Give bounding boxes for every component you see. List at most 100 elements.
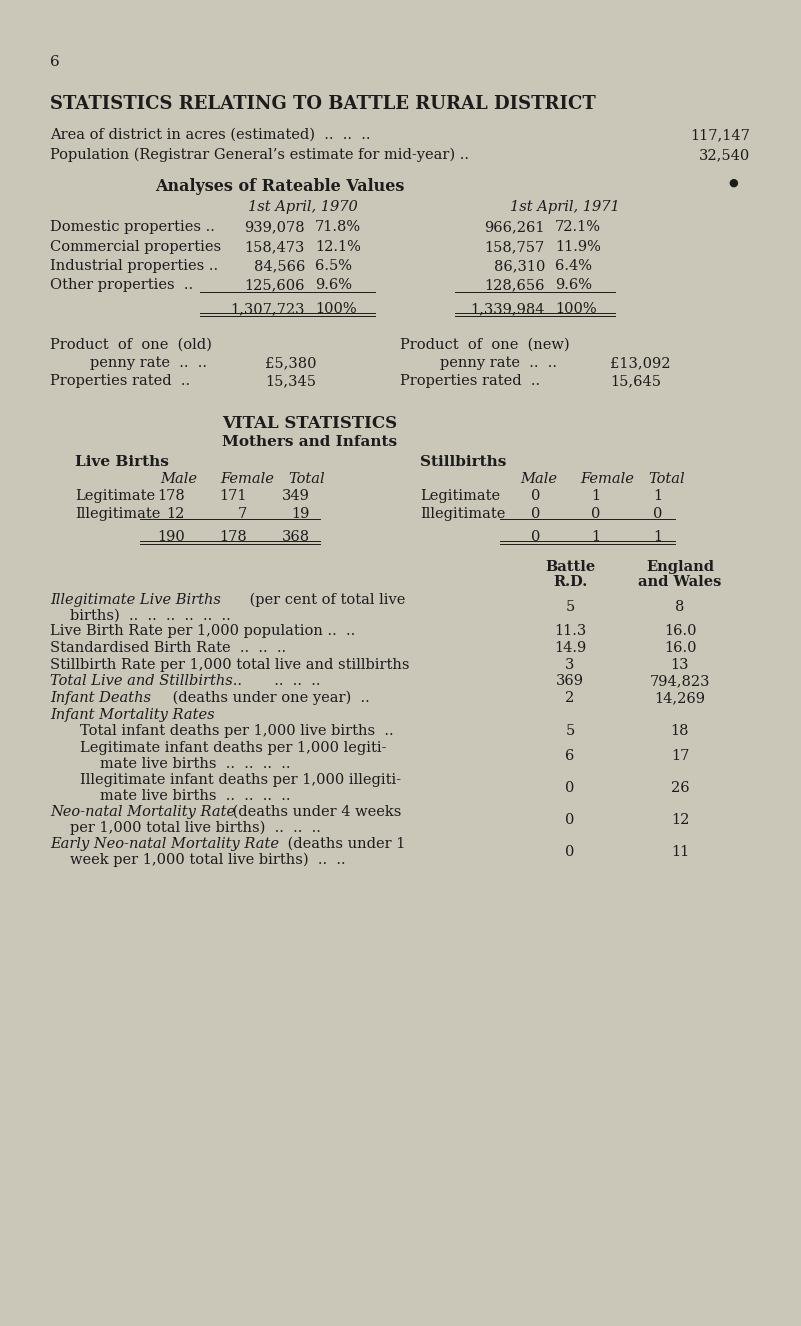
Text: VITAL STATISTICS: VITAL STATISTICS (223, 415, 397, 432)
Text: Illegitimate Live Births: Illegitimate Live Births (50, 593, 221, 607)
Text: 14.9: 14.9 (553, 640, 586, 655)
Text: 117,147: 117,147 (690, 129, 750, 142)
Text: 0: 0 (530, 489, 540, 503)
Text: 171: 171 (219, 489, 247, 503)
Text: 794,823: 794,823 (650, 674, 710, 688)
Text: (deaths under 4 weeks: (deaths under 4 weeks (228, 805, 401, 819)
Text: 0: 0 (530, 507, 540, 521)
Text: (per cent of total live: (per cent of total live (245, 593, 405, 607)
Text: Battle: Battle (545, 560, 595, 574)
Text: ..  ..  ..: .. .. .. (265, 674, 320, 688)
Text: 11.3: 11.3 (553, 625, 586, 638)
Text: 1: 1 (653, 530, 662, 544)
Text: Stillbirths: Stillbirths (420, 455, 506, 469)
Text: 3: 3 (566, 658, 574, 672)
Text: 0: 0 (566, 845, 574, 859)
Text: week per 1,000 total live births)  ..  ..: week per 1,000 total live births) .. .. (70, 853, 345, 867)
Text: England: England (646, 560, 714, 574)
Text: 11.9%: 11.9% (555, 240, 601, 255)
Text: Analyses of Rateable Values: Analyses of Rateable Values (155, 178, 405, 195)
Text: 939,078: 939,078 (244, 220, 305, 233)
Text: 15,645: 15,645 (610, 374, 661, 389)
Text: 5: 5 (566, 724, 574, 739)
Text: 178: 178 (157, 489, 185, 503)
Text: 8: 8 (675, 599, 685, 614)
Text: R.D.: R.D. (553, 575, 587, 589)
Text: Stillbirth Rate per 1,000 total live and stillbirths: Stillbirth Rate per 1,000 total live and… (50, 658, 409, 672)
Text: Area of district in acres (estimated)  ..  ..  ..: Area of district in acres (estimated) ..… (50, 129, 371, 142)
Text: penny rate  ..  ..: penny rate .. .. (440, 355, 557, 370)
Text: 72.1%: 72.1% (555, 220, 601, 233)
Text: 349: 349 (282, 489, 310, 503)
Text: Domestic properties ..: Domestic properties .. (50, 220, 215, 233)
Text: 15,345: 15,345 (265, 374, 316, 389)
Text: 178: 178 (219, 530, 247, 544)
Text: 13: 13 (670, 658, 689, 672)
Text: Total Live and Stillbirths..: Total Live and Stillbirths.. (50, 674, 242, 688)
Text: 966,261: 966,261 (485, 220, 545, 233)
Text: £13,092: £13,092 (610, 355, 670, 370)
Text: 0: 0 (653, 507, 662, 521)
Text: Infant Deaths: Infant Deaths (50, 691, 151, 705)
Text: per 1,000 total live births)  ..  ..  ..: per 1,000 total live births) .. .. .. (70, 821, 321, 835)
Text: 368: 368 (282, 530, 310, 544)
Text: 17: 17 (670, 749, 689, 762)
Text: 7: 7 (238, 507, 247, 521)
Text: 84,566: 84,566 (254, 259, 305, 273)
Text: 1: 1 (591, 489, 600, 503)
Text: 18: 18 (670, 724, 689, 739)
Text: penny rate  ..  ..: penny rate .. .. (90, 355, 207, 370)
Text: 12: 12 (167, 507, 185, 521)
Text: 369: 369 (556, 674, 584, 688)
Text: births)  ..  ..  ..  ..  ..  ..: births) .. .. .. .. .. .. (70, 609, 231, 623)
Text: 12.1%: 12.1% (315, 240, 361, 255)
Text: 1st April, 1971: 1st April, 1971 (510, 200, 620, 213)
Text: and Wales: and Wales (638, 575, 722, 589)
Text: Illegitimate: Illegitimate (420, 507, 505, 521)
Text: STATISTICS RELATING TO BATTLE RURAL DISTRICT: STATISTICS RELATING TO BATTLE RURAL DIST… (50, 95, 596, 113)
Text: 11: 11 (671, 845, 689, 859)
Text: 9.6%: 9.6% (555, 278, 592, 292)
Text: 158,473: 158,473 (244, 240, 305, 255)
Text: (deaths under one year)  ..: (deaths under one year) .. (168, 691, 370, 705)
Text: 190: 190 (157, 530, 185, 544)
Text: Total: Total (648, 472, 685, 487)
Text: Product  of  one  (old): Product of one (old) (50, 338, 212, 351)
Text: Other properties  ..: Other properties .. (50, 278, 193, 292)
Text: 0: 0 (590, 507, 600, 521)
Text: Mothers and Infants: Mothers and Infants (223, 435, 397, 450)
Text: 6.5%: 6.5% (315, 259, 352, 273)
Text: Illegitimate: Illegitimate (75, 507, 160, 521)
Text: Female: Female (580, 472, 634, 487)
Text: Product  of  one  (new): Product of one (new) (400, 338, 570, 351)
Text: Male: Male (520, 472, 557, 487)
Text: Standardised Birth Rate  ..  ..  ..: Standardised Birth Rate .. .. .. (50, 640, 286, 655)
Text: Legitimate infant deaths per 1,000 legiti-: Legitimate infant deaths per 1,000 legit… (80, 741, 387, 754)
Text: 26: 26 (670, 781, 690, 796)
Text: 2: 2 (566, 691, 574, 705)
Text: Total infant deaths per 1,000 live births  ..: Total infant deaths per 1,000 live birth… (80, 724, 393, 739)
Text: (deaths under 1: (deaths under 1 (283, 837, 405, 851)
Text: 32,540: 32,540 (698, 149, 750, 162)
Text: Legitimate: Legitimate (420, 489, 500, 503)
Text: 1: 1 (653, 489, 662, 503)
Text: Illegitimate infant deaths per 1,000 illegiti-: Illegitimate infant deaths per 1,000 ill… (80, 773, 401, 788)
Text: 100%: 100% (315, 302, 356, 316)
Text: 1,339,984: 1,339,984 (470, 302, 545, 316)
Text: 0: 0 (566, 813, 574, 827)
Text: Legitimate: Legitimate (75, 489, 155, 503)
Text: Neo-natal Mortality Rate: Neo-natal Mortality Rate (50, 805, 235, 819)
Text: 16.0: 16.0 (664, 640, 696, 655)
Text: 6.4%: 6.4% (555, 259, 592, 273)
Text: Total: Total (288, 472, 324, 487)
Text: 0: 0 (530, 530, 540, 544)
Text: £5,380: £5,380 (265, 355, 316, 370)
Text: 6: 6 (50, 54, 60, 69)
Text: Infant Mortality Rates: Infant Mortality Rates (50, 708, 215, 721)
Text: Population (Registrar General’s estimate for mid-year) ..: Population (Registrar General’s estimate… (50, 149, 469, 162)
Text: 12: 12 (670, 813, 689, 827)
Text: 1,307,723: 1,307,723 (231, 302, 305, 316)
Text: Properties rated  ..: Properties rated .. (50, 374, 190, 389)
Text: 86,310: 86,310 (493, 259, 545, 273)
Text: Commercial properties: Commercial properties (50, 240, 221, 255)
